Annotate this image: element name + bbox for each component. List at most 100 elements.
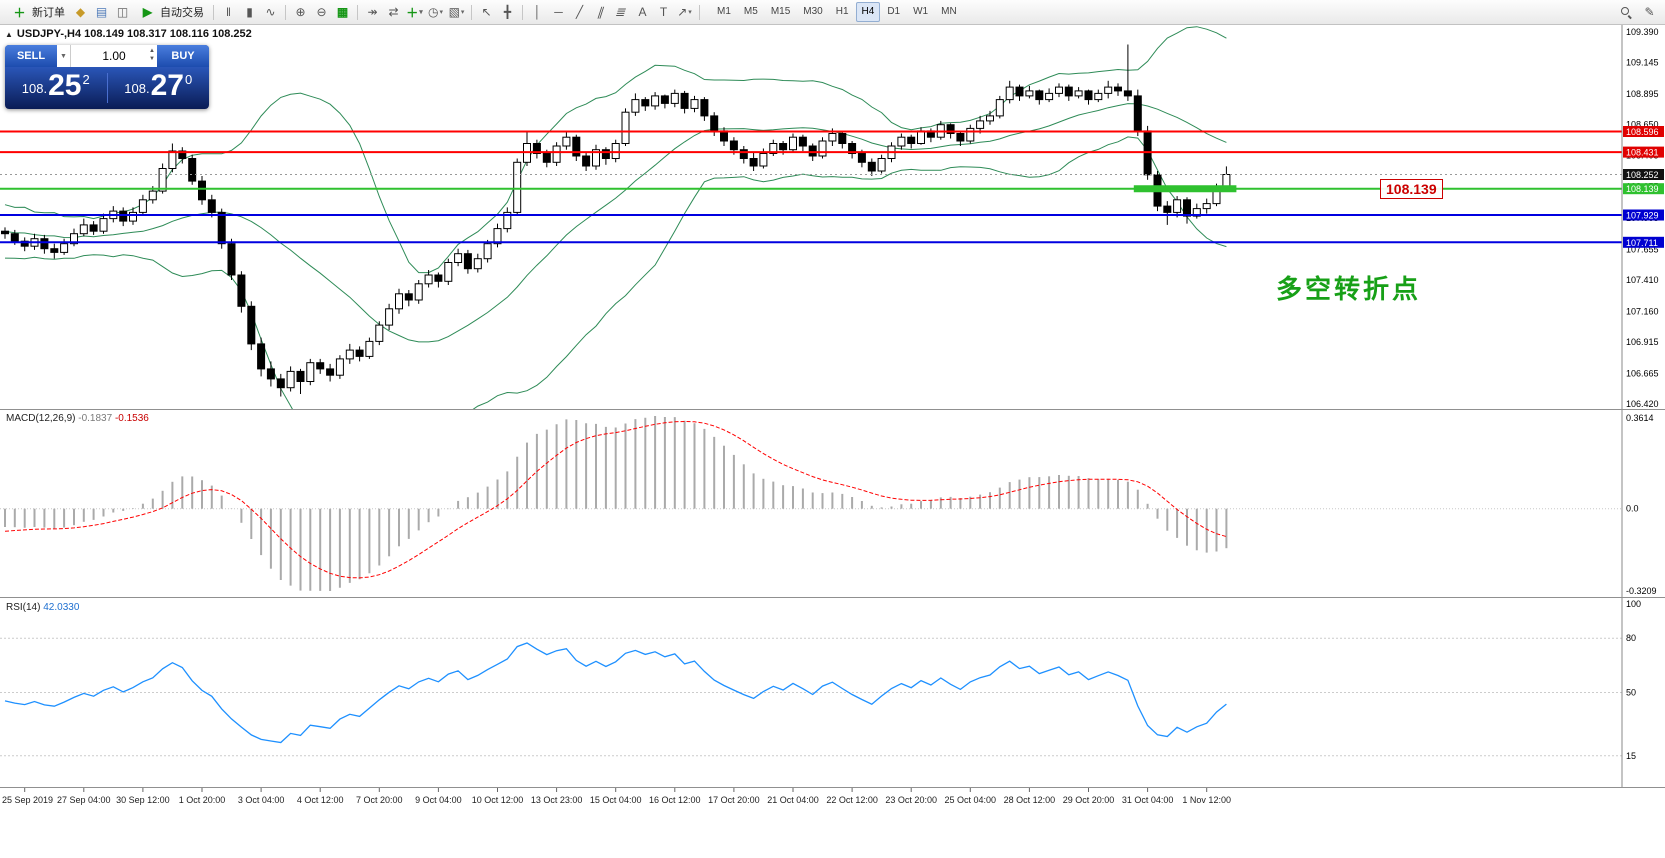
line-chart-icon[interactable]: ∿ <box>265 5 276 19</box>
horizontal-line-icon[interactable]: ─ <box>554 5 563 19</box>
price-axis-label: 107.160 <box>1626 306 1659 316</box>
volume-input[interactable]: 1.00 ▲ ▼ <box>71 45 157 67</box>
search-icon[interactable] <box>1617 3 1636 22</box>
toolbar-separator <box>285 4 286 20</box>
macd-label: MACD(12,26,9) -0.1837 -0.1536 <box>6 413 149 424</box>
one-click-toggle-icon[interactable]: ▲ <box>5 29 13 39</box>
rsi-axis-label: 50 <box>1626 688 1636 698</box>
spinner-up-icon[interactable]: ▲ <box>149 48 155 54</box>
volume-spinner[interactable]: ▲ ▼ <box>149 47 155 63</box>
time-axis-label: 25 Sep 2019 <box>2 795 53 805</box>
time-axis-label: 27 Sep 04:00 <box>57 795 111 805</box>
zoom-in-icon[interactable]: ⊕ <box>295 5 306 19</box>
tile-windows-icon[interactable]: ▦ <box>336 5 349 19</box>
text-icon[interactable]: A <box>638 5 647 19</box>
bollinger-middle <box>4 103 1227 343</box>
bar-chart-icon[interactable]: ‖ <box>226 5 231 19</box>
chart-shift-icon[interactable]: ⇄ <box>388 5 399 19</box>
arrows-tool-icon[interactable]: ↗ ▾ <box>677 5 692 19</box>
macd-main-value: -0.1837 <box>78 413 113 424</box>
cursor-icon[interactable]: ↖ <box>481 5 492 19</box>
auto-scroll-icon[interactable]: ↠ <box>367 5 378 19</box>
tf-button-h1[interactable]: H1 <box>835 6 849 17</box>
tf-button-m5[interactable]: M5 <box>743 6 758 17</box>
time-axis-label: 31 Oct 04:00 <box>1122 795 1174 805</box>
panel-splitter <box>0 787 1665 788</box>
trade-panel-divider <box>106 73 108 103</box>
time-axis-label: 23 Oct 20:00 <box>885 795 937 805</box>
candlestick-chart-icon[interactable]: ▮ <box>246 5 253 19</box>
toolbar: ＋ 新订单 ◆ ▤ ◫ ▶ 自动交易 ‖ ▮ ∿ ⊕ ⊖ ▦ ↠ ⇄ ＋ ▾ ◷ ▾… <box>0 0 1665 25</box>
price-axis-label: 108.650 <box>1626 120 1659 130</box>
autotrade-button[interactable]: ▶ 自动交易 <box>134 3 208 22</box>
price-tag <box>1623 169 1664 180</box>
chart-region: ▲ USDJPY-,H4 108.149 108.317 108.116 108… <box>0 25 1665 858</box>
time-axis-label: 13 Oct 23:00 <box>531 795 583 805</box>
rsi-panel[interactable]: 100 80 50 15 <box>0 598 1665 787</box>
rsi-axis-label: 80 <box>1626 633 1636 643</box>
timeframe-group: M1 M5 M15 M30 H1 H4 D1 W1 MN <box>711 2 963 22</box>
price-tag <box>1623 236 1664 248</box>
navigator-icon[interactable]: ◫ <box>116 5 129 19</box>
text-label-icon[interactable]: T <box>659 5 668 19</box>
panel-splitter[interactable] <box>0 597 1665 598</box>
time-axis-label: 3 Oct 04:00 <box>238 795 285 805</box>
macd-signal-line <box>4 420 1227 579</box>
new-order-button[interactable]: ＋ 新订单 <box>6 3 69 22</box>
price-tag <box>1623 183 1664 195</box>
tf-button-m30[interactable]: M30 <box>803 6 823 17</box>
price-callout[interactable]: 108.139 <box>1380 179 1443 199</box>
price-axis-label: 106.420 <box>1626 399 1659 409</box>
buy-price-prefix: 108. <box>124 81 150 96</box>
macd-panel[interactable]: 0.3614 0.0 -0.3209 <box>0 410 1665 597</box>
crosshair-icon[interactable]: ╋ <box>503 5 512 19</box>
spinner-down-icon[interactable]: ▼ <box>149 56 155 62</box>
tf-button-h4[interactable]: H4 <box>855 2 881 22</box>
trendline-icon[interactable]: ╱ <box>575 5 584 19</box>
chevron-down-icon: ▾ <box>460 9 465 16</box>
autotrade-label: 自动交易 <box>160 7 204 19</box>
buy-price[interactable]: 108. 27 0 <box>108 71 210 103</box>
data-window-icon[interactable]: ▤ <box>95 5 108 19</box>
time-axis-label: 28 Oct 12:00 <box>1004 795 1056 805</box>
rsi-axis-label: 15 <box>1626 751 1636 761</box>
sell-price[interactable]: 108. 25 2 <box>5 71 107 103</box>
price-tag <box>1623 146 1664 158</box>
toolbar-separator <box>522 4 523 20</box>
time-axis[interactable]: 25 Sep 2019 27 Sep 04:00 30 Sep 12:00 1 Oct… <box>0 788 1665 811</box>
time-axis-label: 1 Oct 20:00 <box>179 795 226 805</box>
vertical-line-icon[interactable]: │ <box>533 5 542 19</box>
price-axis-label: 107.655 <box>1626 244 1659 254</box>
edit-icon[interactable]: ✎ <box>1644 5 1655 19</box>
sell-button[interactable]: SELL <box>5 45 57 67</box>
chevron-down-icon: ▾ <box>419 9 423 16</box>
indicators-icon[interactable]: ＋ ▾ <box>406 5 423 20</box>
price-axis-label: 109.145 <box>1626 58 1659 68</box>
volume-dropdown-icon[interactable]: ▼ <box>57 45 71 67</box>
panel-splitter[interactable] <box>0 409 1665 410</box>
templates-icon[interactable]: ▧ ▾ <box>448 5 465 19</box>
chevron-down-icon: ▾ <box>688 9 692 16</box>
fibonacci-icon[interactable]: ≣ <box>614 5 629 19</box>
one-click-trading-panel: SELL ▼ 1.00 ▲ ▼ BUY 108. 25 2 108. 27 0 <box>5 45 209 109</box>
zoom-out-icon[interactable]: ⊖ <box>316 5 327 19</box>
buy-button[interactable]: BUY <box>157 45 209 67</box>
price-tag <box>1623 126 1664 137</box>
tf-button-w1[interactable]: W1 <box>913 6 929 17</box>
main-chart[interactable]: 109.390109.145108.895108.650108.405108.1… <box>0 25 1665 409</box>
trade-panel-controls: SELL ▼ 1.00 ▲ ▼ BUY <box>5 45 209 67</box>
price-tag <box>1623 209 1664 221</box>
periods-icon[interactable]: ◷ ▾ <box>428 5 443 19</box>
price-axis-label: 106.915 <box>1626 337 1659 347</box>
rsi-axis-label: 100 <box>1626 599 1641 609</box>
time-axis-label: 1 Nov 12:00 <box>1182 795 1231 805</box>
tf-button-mn[interactable]: MN <box>941 6 957 17</box>
market-watch-icon[interactable]: ◆ <box>75 5 86 19</box>
time-axis-label: 4 Oct 12:00 <box>297 795 344 805</box>
tf-button-d1[interactable]: D1 <box>887 6 901 17</box>
channel-icon[interactable]: ∥ <box>595 5 606 19</box>
tf-button-m1[interactable]: M1 <box>717 6 731 17</box>
chart-annotation-text[interactable]: 多空转折点 <box>1276 274 1422 304</box>
tf-button-m15[interactable]: M15 <box>770 6 791 17</box>
rsi-name: RSI(14) <box>6 602 41 613</box>
